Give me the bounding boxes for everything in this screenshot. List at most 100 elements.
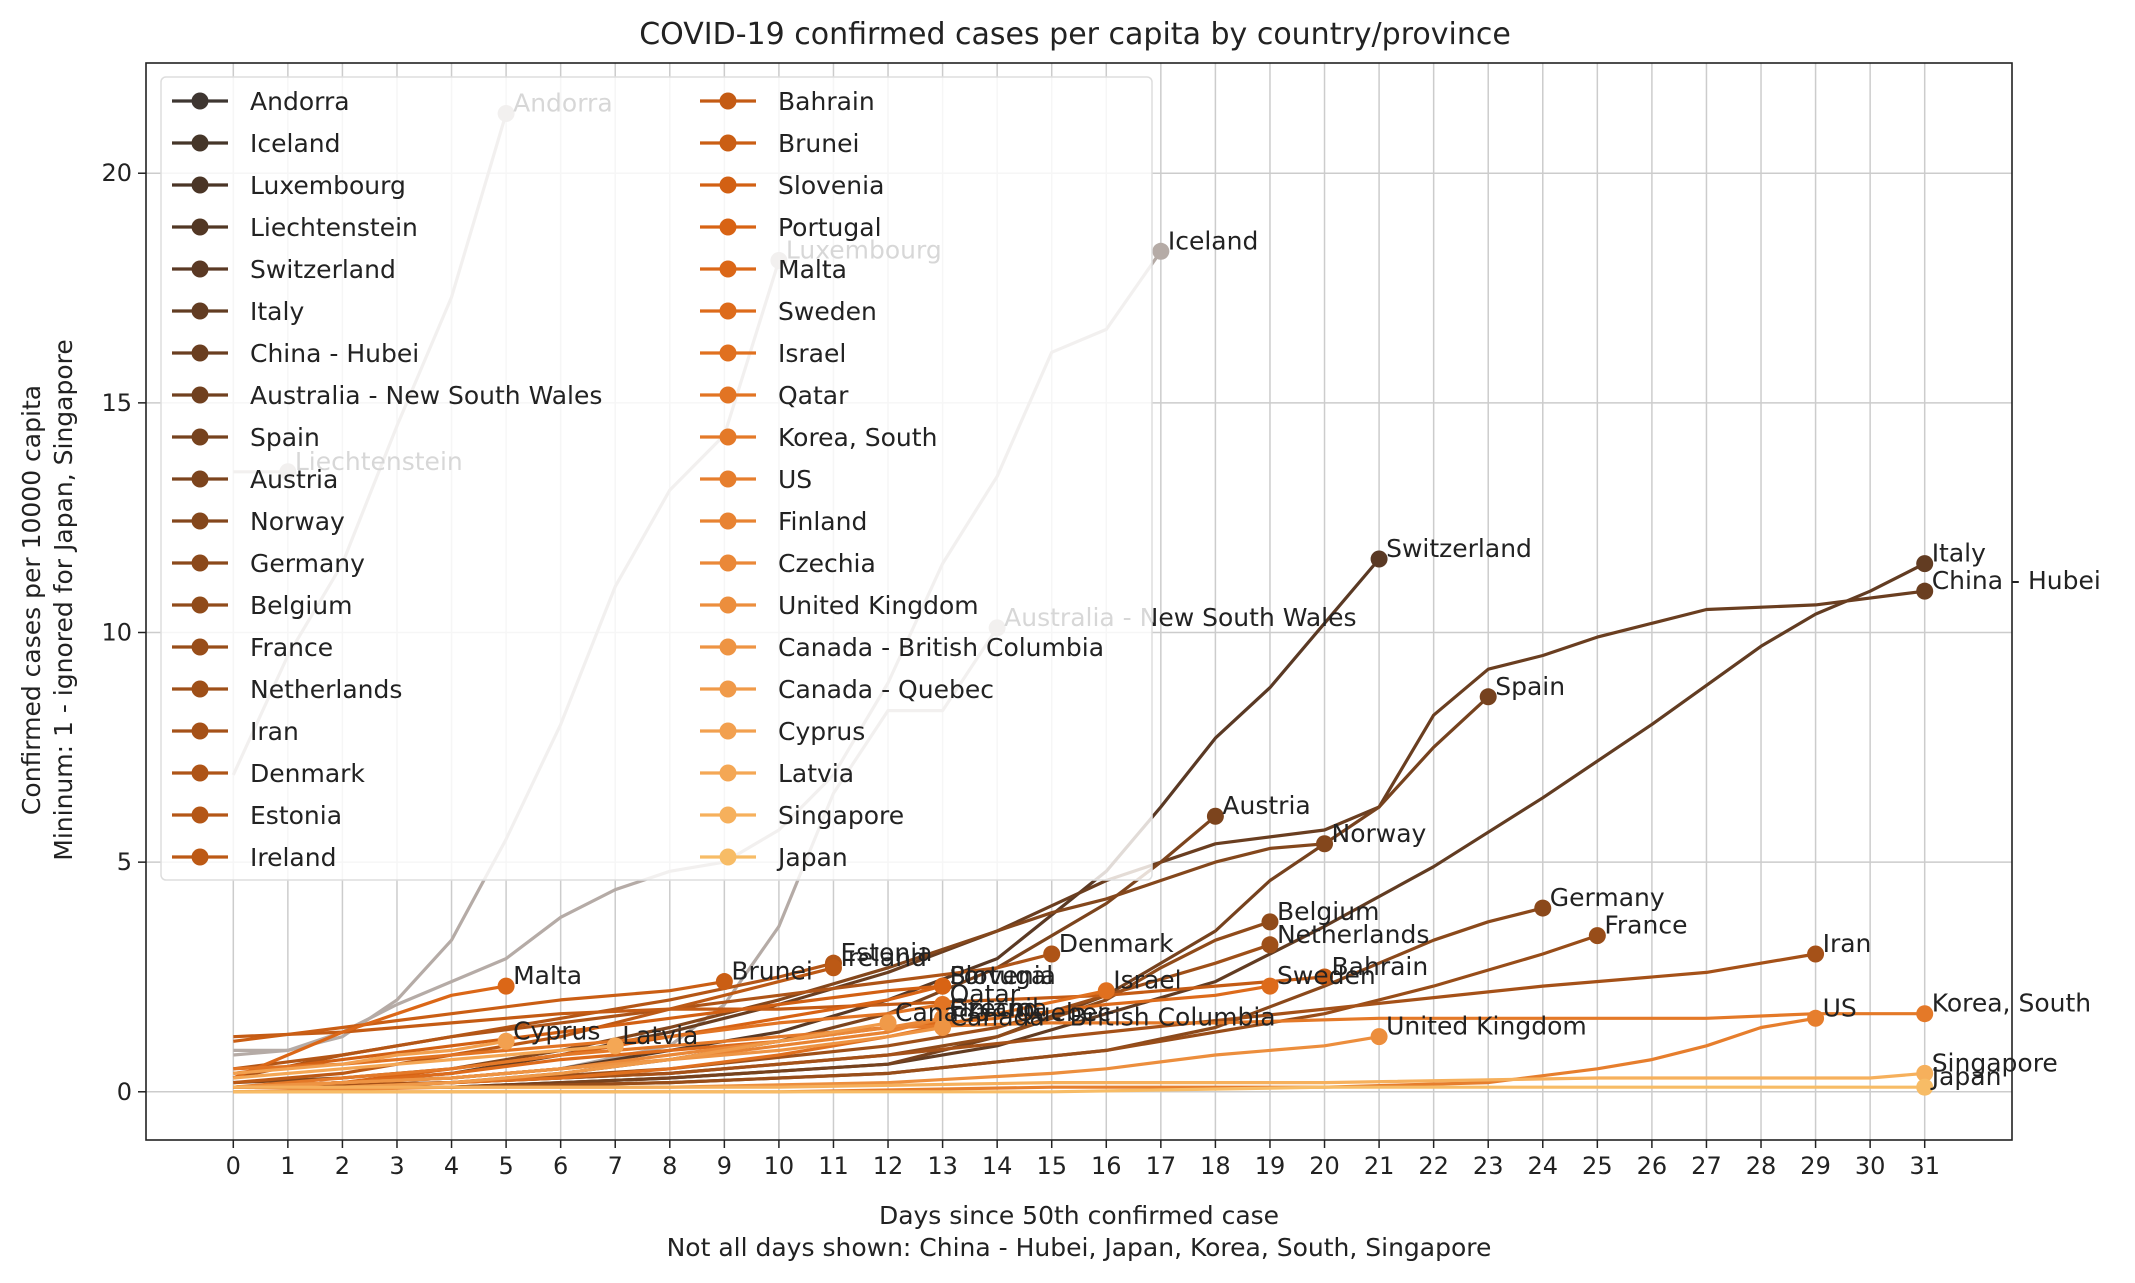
legend-entry-label: Spain <box>250 423 320 452</box>
legend-entry-label: Andorra <box>250 87 350 116</box>
legend-box <box>160 76 1153 881</box>
x-tick-label: 11 <box>818 1152 849 1180</box>
end-label: Latvia <box>622 1021 698 1050</box>
x-tick-label: 15 <box>1036 1152 1067 1180</box>
legend-swatch-marker <box>719 386 737 404</box>
x-tick-label: 29 <box>1800 1152 1831 1180</box>
legend-entry-label: Korea, South <box>778 423 937 452</box>
series-end-point <box>497 977 515 995</box>
legend-swatch-marker <box>191 596 209 614</box>
series-end-point <box>715 973 733 991</box>
series-end-point <box>1807 1009 1825 1027</box>
series-end-point <box>1534 899 1552 917</box>
legend-entry-label: Malta <box>778 255 847 284</box>
legend-entry-label: Sweden <box>778 297 877 326</box>
series-end-point <box>1479 688 1497 706</box>
end-label: Japan <box>1930 1062 2002 1091</box>
legend-swatch-marker <box>719 344 737 362</box>
legend-swatch-marker <box>719 512 737 530</box>
series-end-point <box>1370 550 1388 568</box>
legend-entry-label: Liechtenstein <box>250 213 418 242</box>
y-axis-label: Confirmed cases per 10000 capita <box>17 385 46 815</box>
end-label: Cyprus <box>513 1016 600 1045</box>
legend-entry-label: Qatar <box>778 381 849 410</box>
legend-swatch-marker <box>719 176 737 194</box>
legend-entry-label: Canada - Quebec <box>778 675 994 704</box>
legend-entry-label: United Kingdom <box>778 591 979 620</box>
x-tick-label: 6 <box>553 1152 568 1180</box>
x-axis-label: Days since 50th confirmed case <box>879 1201 1279 1230</box>
x-tick-label: 19 <box>1255 1152 1286 1180</box>
y-tick-label: 20 <box>101 159 132 187</box>
legend-swatch-marker <box>191 218 209 236</box>
end-label: Netherlands <box>1277 920 1429 949</box>
x-tick-label: 0 <box>226 1152 241 1180</box>
x-tick-label: 3 <box>389 1152 404 1180</box>
end-label: Brunei <box>731 957 812 986</box>
end-label: Portugal <box>950 961 1054 990</box>
legend-swatch-marker <box>191 848 209 866</box>
legend-swatch-marker <box>719 428 737 446</box>
series-end-point <box>879 1014 897 1032</box>
series-end-point <box>1152 242 1170 260</box>
legend-entry-label: Iran <box>250 717 299 746</box>
series-end-point <box>1261 913 1279 931</box>
legend-swatch-marker <box>191 554 209 572</box>
legend-entry-label: Brunei <box>778 129 859 158</box>
x-tick-label: 17 <box>1146 1152 1177 1180</box>
x-tick-label: 30 <box>1855 1152 1886 1180</box>
legend-swatch-marker <box>719 806 737 824</box>
series-line <box>233 975 1325 1039</box>
legend-swatch-marker <box>719 638 737 656</box>
legend-entry-label: China - Hubei <box>250 339 419 368</box>
x-tick-label: 13 <box>927 1152 958 1180</box>
x-tick-label: 16 <box>1091 1152 1122 1180</box>
series-line <box>233 1012 1925 1089</box>
end-label: China - Hubei <box>1932 566 2101 595</box>
end-label: Norway <box>1332 819 1427 848</box>
legend-entry-label: Slovenia <box>778 171 884 200</box>
legend-entry-label: Singapore <box>778 801 904 830</box>
x-tick-label: 12 <box>873 1152 904 1180</box>
end-label: Estonia <box>840 938 932 967</box>
end-label: Italy <box>1932 539 1986 568</box>
x-tick-label: 18 <box>1200 1152 1231 1180</box>
legend-entry-label: Italy <box>250 297 304 326</box>
legend-entry-label: Cyprus <box>778 717 865 746</box>
end-label: Israel <box>1113 966 1181 995</box>
series-line <box>232 984 507 1080</box>
end-label: Canada - Quebec <box>895 998 1111 1027</box>
legend-entry-label: US <box>778 465 812 494</box>
x-tick-label: 8 <box>662 1152 677 1180</box>
y-axis-note: Mininum: 1 - ignored for Japan, Singapor… <box>49 339 78 860</box>
legend-entry-label: Japan <box>776 843 848 872</box>
end-label: Malta <box>513 961 582 990</box>
x-tick-label: 23 <box>1473 1152 1504 1180</box>
legend-entry-label: Czechia <box>778 549 876 578</box>
series-line <box>233 1085 1925 1094</box>
legend-entry-label: Ireland <box>250 843 336 872</box>
series-line <box>233 1025 943 1089</box>
x-tick-label: 25 <box>1582 1152 1613 1180</box>
series-line <box>233 966 834 1085</box>
series-line <box>233 1044 616 1080</box>
legend-swatch-marker <box>191 764 209 782</box>
series-end-point <box>1807 945 1825 963</box>
series-line <box>233 695 1490 1089</box>
legend-swatch-marker <box>191 176 209 194</box>
end-label: Iran <box>1823 929 1872 958</box>
axis-ticks: 0 1 2 3 4 5 6 7 8 9 10 11 12 13 14 15 16 17 18 19 20 21 22 23 24… <box>101 159 1940 1180</box>
legend-swatch-marker <box>191 260 209 278</box>
end-label: Finland <box>950 993 1039 1022</box>
legend-swatch-marker <box>191 638 209 656</box>
legend-swatch-marker <box>719 302 737 320</box>
legend-swatch-marker <box>191 470 209 488</box>
x-tick-label: 28 <box>1746 1152 1777 1180</box>
end-label: Iceland <box>1168 226 1258 255</box>
series-end-point <box>1043 945 1061 963</box>
series-line <box>233 984 943 1075</box>
legend-entry-label: Denmark <box>250 759 365 788</box>
series-line <box>233 961 834 1071</box>
